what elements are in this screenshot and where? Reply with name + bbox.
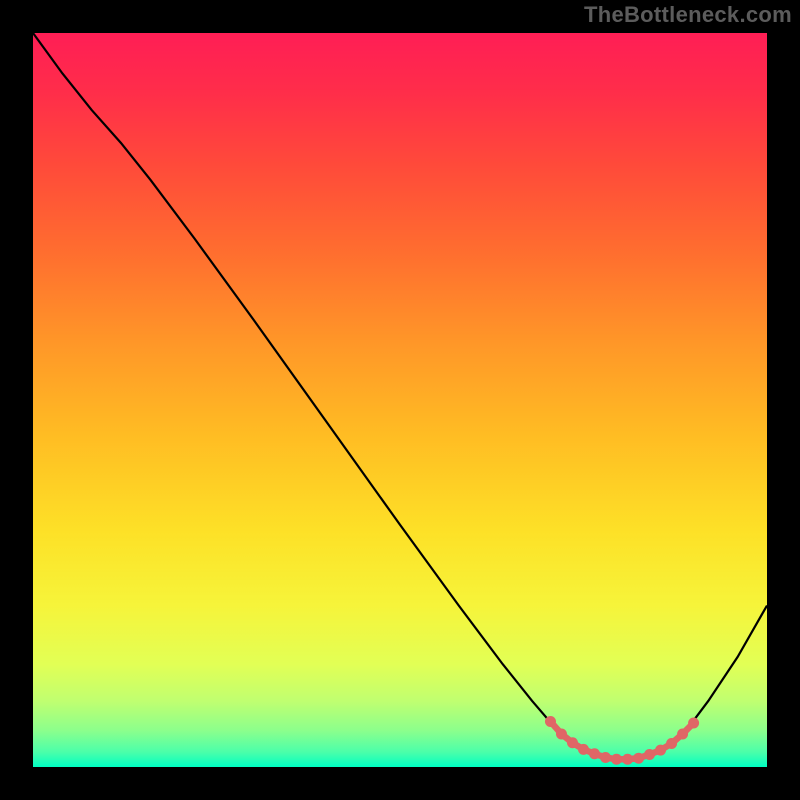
optimal-marker xyxy=(556,728,567,739)
optimal-marker xyxy=(578,744,589,755)
watermark-text: TheBottleneck.com xyxy=(584,2,792,28)
optimal-marker xyxy=(545,716,556,727)
optimal-marker xyxy=(688,717,699,728)
optimal-marker xyxy=(622,754,633,765)
optimal-marker xyxy=(611,754,622,765)
chart-container: { "watermark": { "text": "TheBottleneck.… xyxy=(0,0,800,800)
optimal-marker xyxy=(666,738,677,749)
optimal-marker xyxy=(589,748,600,759)
optimal-marker xyxy=(600,752,611,763)
plot-background xyxy=(33,33,767,767)
chart-svg xyxy=(0,0,800,800)
optimal-marker xyxy=(644,749,655,760)
optimal-marker xyxy=(677,728,688,739)
optimal-marker xyxy=(655,745,666,756)
optimal-marker xyxy=(567,737,578,748)
optimal-marker xyxy=(633,753,644,764)
